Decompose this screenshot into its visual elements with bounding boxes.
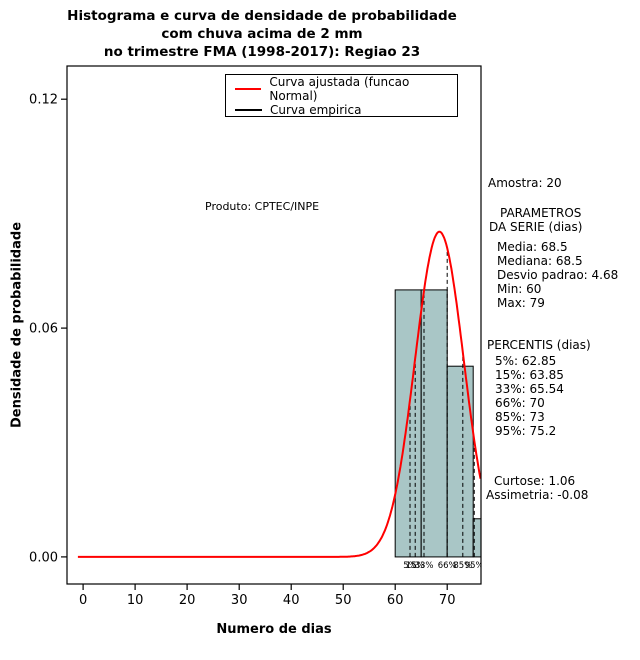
y-tick-label: 0.00 [29,550,58,565]
legend: Curva ajustada (funcao Normal) Curva emp… [225,74,458,117]
percentiles-header: PERCENTIS (dias) [487,338,591,352]
y-axis-label: Densidade de probabilidade [9,221,25,429]
x-tick-label: 10 [127,593,144,608]
legend-label-empirical-curve: Curva empirica [270,103,362,117]
percentile-95: 95%: 75.2 [495,424,557,438]
legend-label-fitted-curve: Curva ajustada (funcao Normal) [269,75,410,103]
sample-size-text: Amostra: 20 [488,176,562,190]
percentile-tick-label: 15% [406,561,425,571]
percentile-33: 33%: 65.54 [495,382,564,396]
percentile-tick-label: 33% [415,561,434,571]
stat-assimetria: Assimetria: -0.08 [486,488,589,502]
x-tick-label: 30 [231,593,248,608]
y-tick-label: 0.12 [29,93,58,108]
stat-max: Max: 79 [497,296,545,310]
chart-title: Histograma e curva de densidade de proba… [0,7,524,61]
fitted-normal-curve [77,230,481,558]
plot-border [66,65,482,585]
red-line-swatch [235,88,262,90]
stat-curtose: Curtose: 1.06 [494,474,576,488]
x-tick-label: 70 [439,593,456,608]
percentile-tick-label: 66% [438,561,457,571]
x-tick-label: 50 [335,593,352,608]
chart-title-line3: no trimestre FMA (1998-2017): Regiao 23 [103,44,421,60]
histogram-bar [420,289,448,558]
stat-desvio-padrao: Desvio padrao: 4.68 [497,268,619,282]
histogram-bar [394,289,422,558]
percentile-15: 15%: 63.85 [495,368,564,382]
y-tick-label: 0.06 [29,322,58,337]
stat-mediana: Mediana: 68.5 [497,254,583,268]
x-tick-label: 40 [283,593,300,608]
percentile-66: 66%: 70 [495,396,545,410]
legend-item-fitted-curve: Curva ajustada (funcao Normal) [235,75,457,103]
x-tick-label: 60 [387,593,404,608]
chart-title-line1: Histograma e curva de densidade de proba… [67,8,457,24]
percentile-5: 5%: 62.85 [495,354,557,368]
product-watermark: Produto: CPTEC/INPE [205,200,320,213]
percentile-tick-label: 5% [403,561,417,571]
stat-media: Media: 68.5 [497,240,568,254]
histogram-bar [446,365,474,558]
x-tick-label: 0 [79,593,87,608]
percentile-tick-label: 95% [465,561,484,571]
legend-item-empirical-curve: Curva empirica [235,103,457,117]
x-axis-label: Numero de dias [216,622,332,637]
chart-title-line2: com chuva acima de 2 mm [161,26,363,42]
parameters-header-line1: PARAMETROS [500,206,582,220]
x-tick-label: 20 [179,593,196,608]
parameters-header-line2: DA SERIE (dias) [489,220,583,234]
percentile-tick-label: 85% [453,561,472,571]
plot-area: 5%15%33% 66%85%95% [77,230,484,571]
stat-min: Min: 60 [497,282,542,296]
histogram-bar [472,518,481,558]
black-line-swatch [235,109,262,111]
percentile-85: 85%: 73 [495,410,545,424]
